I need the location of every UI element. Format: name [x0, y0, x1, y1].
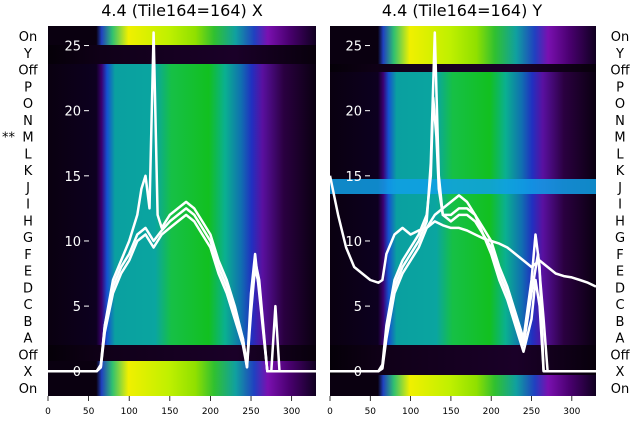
- row-label: J: [617, 181, 622, 196]
- row-label: F: [616, 248, 623, 263]
- y-tick-label: 20: [64, 105, 81, 120]
- heatmap-band-highlight: [330, 179, 596, 194]
- row-label: G: [23, 231, 33, 246]
- x-tick-label: 100: [402, 407, 419, 417]
- row-label: On: [19, 382, 37, 397]
- y-tick-label: 10: [345, 235, 362, 250]
- y-tick-label: 25: [345, 40, 362, 55]
- x-tick-label: 50: [83, 407, 95, 417]
- row-label: On: [19, 30, 37, 45]
- row-label: J: [25, 181, 30, 196]
- y-tick-label: 0: [73, 365, 81, 380]
- row-label: M: [614, 131, 625, 146]
- chart-title-right: 4.4 (Tile164=164) Y: [382, 1, 543, 20]
- row-label: On: [611, 30, 629, 45]
- x-tick-label: 50: [365, 407, 377, 417]
- row-label: H: [615, 214, 625, 229]
- row-label: K: [616, 164, 625, 179]
- row-label: C: [23, 298, 32, 313]
- y-tick-label: 5: [73, 300, 81, 315]
- y-tick-label: 15: [345, 170, 362, 185]
- row-label: D: [615, 281, 625, 296]
- series-line: [48, 31, 316, 373]
- x-tick-label: 100: [121, 407, 138, 417]
- y-tick-label: 15: [64, 170, 81, 185]
- heatmap-band-off: [330, 64, 596, 72]
- row-label: X: [616, 365, 625, 380]
- row-label: B: [24, 315, 33, 330]
- x-tick-label: 300: [563, 407, 580, 417]
- row-label: F: [24, 248, 31, 263]
- heatmap-band-off: [48, 45, 316, 64]
- row-label: K: [24, 164, 33, 179]
- series-line: [328, 175, 597, 288]
- chart-title-left: 4.4 (Tile164=164) X: [101, 1, 263, 20]
- row-label: B: [616, 315, 625, 330]
- series-line: [330, 31, 596, 373]
- heatmap-band-bottom: [330, 375, 596, 396]
- row-label: E: [616, 265, 624, 280]
- row-label: X: [24, 365, 33, 380]
- heatmap-band-top: [48, 26, 316, 45]
- row-label: I: [26, 198, 30, 213]
- y-tick-label: 5: [354, 300, 362, 315]
- row-label: Y: [615, 47, 624, 62]
- x-tick-label: 200: [483, 407, 500, 417]
- row-marker: **: [2, 131, 16, 146]
- row-label: L: [616, 147, 624, 162]
- row-label: A: [616, 332, 625, 347]
- row-label: A: [24, 332, 33, 347]
- row-label: Off: [610, 348, 630, 363]
- heatmap-band-top: [330, 26, 596, 64]
- x-tick-label: 300: [283, 407, 300, 417]
- row-label: Off: [18, 64, 38, 79]
- x-tick-label: 250: [523, 407, 540, 417]
- x-tick-label: 150: [161, 407, 178, 417]
- heatmap-body: [330, 26, 596, 396]
- row-label: Y: [23, 47, 32, 62]
- row-label: C: [615, 298, 624, 313]
- series-line: [330, 194, 596, 373]
- x-tick-label: 0: [45, 407, 51, 417]
- row-label: G: [615, 231, 625, 246]
- row-label: P: [24, 80, 32, 95]
- row-label: D: [23, 281, 33, 296]
- y-tick-label: 25: [64, 40, 81, 55]
- heatmap-band-bottom: [48, 361, 316, 396]
- row-label: E: [24, 265, 32, 280]
- x-tick-label: 150: [442, 407, 459, 417]
- row-label: I: [618, 198, 622, 213]
- row-label: P: [616, 80, 624, 95]
- row-label: N: [23, 114, 33, 129]
- row-label: L: [24, 147, 32, 162]
- y-tick-label: 10: [64, 235, 81, 250]
- row-label: O: [23, 97, 33, 112]
- y-tick-label: 0: [354, 365, 362, 380]
- heatmap-band-off: [48, 345, 316, 361]
- row-label: O: [615, 97, 625, 112]
- row-label: N: [615, 114, 625, 129]
- x-tick-label: 0: [327, 407, 333, 417]
- x-tick-label: 200: [202, 407, 219, 417]
- row-label: Off: [18, 348, 38, 363]
- row-label: M: [22, 131, 33, 146]
- x-tick-label: 250: [242, 407, 259, 417]
- row-label: On: [611, 382, 629, 397]
- y-tick-label: 20: [345, 105, 362, 120]
- row-label: H: [23, 214, 33, 229]
- row-label: Off: [610, 64, 630, 79]
